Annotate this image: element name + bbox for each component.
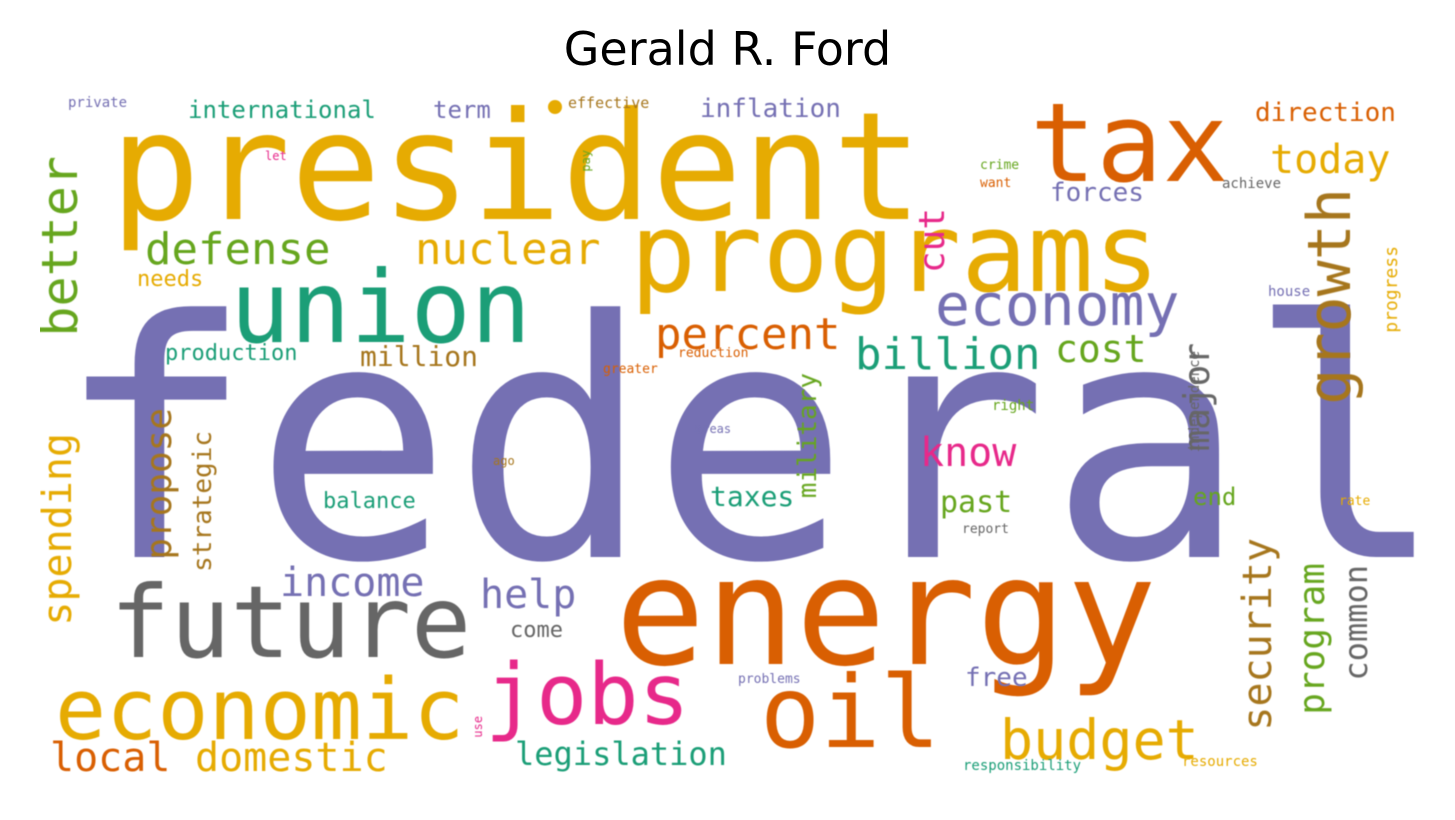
word-program: program: [1292, 563, 1333, 715]
word-energy: energy: [615, 526, 1157, 700]
word-federal: federal: [55, 251, 1420, 635]
dot-mark: [548, 100, 562, 114]
word-come: come: [510, 618, 563, 643]
word-know: know: [920, 430, 1017, 476]
word-cloud: federal president energy programs tax union fu…: [40, 88, 1420, 788]
word-future: future: [110, 564, 472, 681]
word-cut: cut: [912, 208, 953, 274]
word-spending: spending: [40, 433, 81, 626]
word-house: house: [1268, 284, 1311, 300]
word-end: end: [1193, 483, 1237, 511]
word-use: use: [471, 716, 485, 738]
word-problems: problems: [738, 672, 801, 687]
word-free: free: [965, 663, 1028, 693]
word-resources: resources: [1182, 754, 1258, 770]
word-budget: budget: [1000, 708, 1199, 772]
word-term: term: [433, 96, 491, 124]
word-defense: defense: [145, 224, 331, 275]
word-security: security: [1235, 538, 1281, 731]
word-better: better: [40, 156, 89, 337]
word-nuclear: nuclear: [415, 224, 601, 275]
chart-title: Gerald R. Ford: [563, 22, 892, 76]
word-union: union: [230, 249, 532, 366]
word-military: military: [793, 373, 823, 499]
word-jobs: jobs: [485, 646, 690, 745]
word-strategic: strategic: [188, 431, 218, 572]
word-reduction: reduction: [678, 346, 749, 361]
word-tax: tax: [1030, 88, 1229, 207]
word-responsibility: responsibility: [963, 758, 1082, 774]
word-domestic: domestic: [195, 735, 388, 781]
word-today: today: [1270, 137, 1391, 183]
word-areas: areas: [695, 422, 732, 436]
word-common: common: [1337, 565, 1375, 681]
word-cost: cost: [1055, 327, 1147, 371]
word-progress: progress: [1381, 246, 1402, 333]
word-effective: effective: [568, 94, 650, 112]
word-million: million: [360, 340, 479, 373]
word-needs: needs: [137, 267, 204, 292]
word-help: help: [480, 572, 577, 618]
word-oil: oil: [760, 654, 941, 771]
word-direction: direction: [1255, 98, 1396, 128]
word-past: past: [940, 485, 1013, 520]
word-taxes: taxes: [710, 480, 795, 513]
word-crime: crime: [980, 158, 1020, 173]
word-local: local: [50, 735, 171, 781]
word-achieve: achieve: [1222, 176, 1282, 192]
word-international: international: [188, 96, 376, 124]
word-legislation: legislation: [515, 735, 727, 773]
word-balance: balance: [323, 489, 416, 514]
word-greater: greater: [603, 362, 658, 377]
word-forces: forces: [1050, 178, 1144, 208]
word-report: report: [962, 522, 1009, 537]
word-let: let: [265, 149, 287, 163]
word-economic: economic: [55, 661, 465, 760]
word-programs: programs: [630, 189, 1160, 317]
word-ago: ago: [493, 454, 515, 468]
word-economy: economy: [935, 271, 1180, 339]
word-rate: rate: [1339, 494, 1371, 509]
word-pay: pay: [579, 150, 593, 172]
word-income: income: [280, 560, 425, 606]
word-private: private: [68, 95, 128, 111]
word-billion: billion: [855, 329, 1041, 380]
word-right: right: [992, 398, 1035, 414]
word-percent: percent: [655, 309, 841, 360]
word-president: president: [110, 88, 923, 255]
word-production: production: [165, 341, 298, 366]
word-want: want: [980, 176, 1012, 191]
word-independence: independence: [1187, 351, 1203, 453]
word-propose: propose: [139, 408, 180, 560]
word-inflation: inflation: [700, 94, 841, 124]
